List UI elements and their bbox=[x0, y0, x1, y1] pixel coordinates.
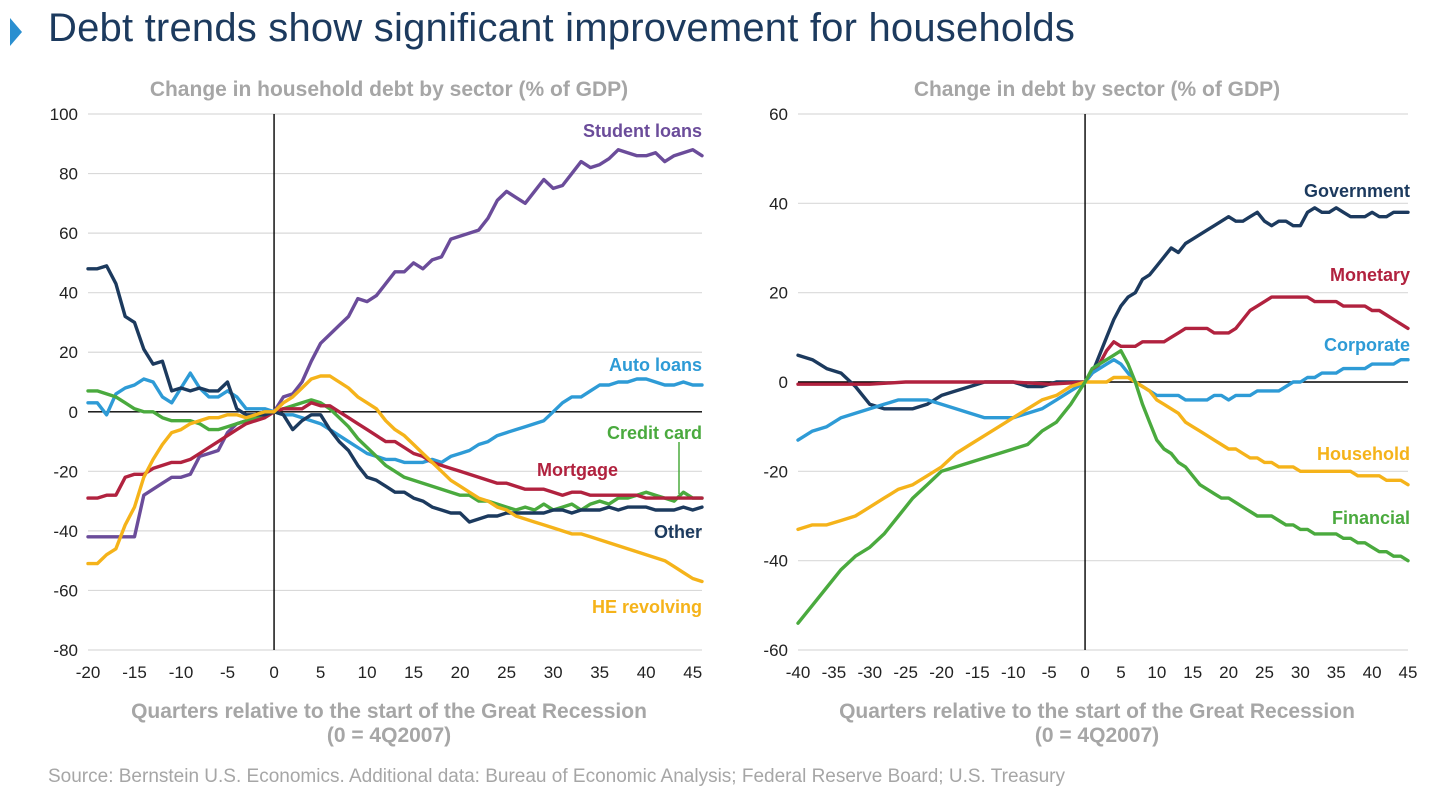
left-series-he-revolving bbox=[86, 374, 704, 584]
left-y-tick-label: 0 bbox=[69, 403, 78, 422]
left-x-tick-label: 40 bbox=[637, 663, 656, 682]
right-x-tick-label: 25 bbox=[1255, 663, 1274, 682]
right-x-tick-label: -30 bbox=[857, 663, 882, 682]
right-y-tick-label: 40 bbox=[769, 194, 788, 213]
left-series-credit-card bbox=[86, 389, 704, 512]
right-x-tick-label: 40 bbox=[1363, 663, 1382, 682]
right-x-tick-label: 30 bbox=[1291, 663, 1310, 682]
right-x-tick-label: -10 bbox=[1001, 663, 1026, 682]
header: Debt trends show significant improvement… bbox=[0, 0, 1456, 66]
left-chart-title: Change in household debt by sector (% of… bbox=[150, 78, 628, 101]
right-y-tick-label: -60 bbox=[763, 641, 788, 660]
left-label-other: Other bbox=[654, 522, 702, 542]
right-series-financial bbox=[796, 349, 1410, 625]
left-label-student-loans: Student loans bbox=[583, 121, 702, 141]
right-x-tick-label: 35 bbox=[1327, 663, 1346, 682]
right-x-tick-label: -25 bbox=[893, 663, 918, 682]
left-x-tick-label: 10 bbox=[358, 663, 377, 682]
left-label-auto-loans: Auto loans bbox=[609, 355, 702, 375]
title-marker-icon bbox=[10, 18, 22, 46]
right-chart-title: Change in debt by sector (% of GDP) bbox=[914, 78, 1280, 101]
right-y-tick-label: 0 bbox=[779, 373, 788, 392]
right-series-corporate bbox=[796, 358, 1410, 442]
right-x-tick-label: 10 bbox=[1147, 663, 1166, 682]
right-x-tick-label: -5 bbox=[1042, 663, 1057, 682]
left-label-mortgage: Mortgage bbox=[537, 460, 618, 480]
left-x-tick-label: 30 bbox=[544, 663, 563, 682]
right-label-household: Household bbox=[1317, 444, 1410, 464]
left-x-tick-label: 15 bbox=[404, 663, 423, 682]
right-x-tick-label: -15 bbox=[965, 663, 990, 682]
page-title: Debt trends show significant improvement… bbox=[48, 6, 1076, 50]
household-debt-chart: Change in household debt by sector (% of… bbox=[0, 70, 728, 765]
left-x-axis-title: Quarters relative to the start of the Gr… bbox=[131, 700, 647, 723]
right-x-axis-title: Quarters relative to the start of the Gr… bbox=[839, 700, 1355, 723]
right-x-tick-label: 0 bbox=[1080, 663, 1089, 682]
right-y-tick-label: 20 bbox=[769, 284, 788, 303]
right-y-tick-label: -40 bbox=[763, 552, 788, 571]
right-series-government bbox=[796, 206, 1410, 411]
right-x-tick-label: -20 bbox=[929, 663, 954, 682]
right-label-government: Government bbox=[1304, 181, 1410, 201]
left-y-tick-label: -40 bbox=[53, 522, 78, 541]
left-y-tick-label: -80 bbox=[53, 641, 78, 660]
right-series-monetary bbox=[796, 295, 1410, 386]
right-x-axis-subtitle: (0 = 4Q2007) bbox=[1035, 724, 1159, 747]
right-x-tick-label: 5 bbox=[1116, 663, 1125, 682]
source-note: Source: Bernstein U.S. Economics. Additi… bbox=[48, 766, 1065, 787]
right-y-tick-label: -20 bbox=[763, 462, 788, 481]
right-x-tick-label: 45 bbox=[1399, 663, 1418, 682]
right-x-tick-label: 15 bbox=[1183, 663, 1202, 682]
left-y-tick-label: -20 bbox=[53, 462, 78, 481]
household-debt-chart-svg: Change in household debt by sector (% of… bbox=[50, 78, 704, 747]
right-label-financial: Financial bbox=[1332, 508, 1410, 528]
left-x-tick-label: 5 bbox=[316, 663, 325, 682]
left-x-tick-label: 20 bbox=[451, 663, 470, 682]
left-series-other bbox=[86, 264, 704, 524]
left-series-mortgage bbox=[86, 401, 704, 500]
right-x-tick-label: -40 bbox=[786, 663, 811, 682]
left-x-axis-subtitle: (0 = 4Q2007) bbox=[327, 724, 451, 747]
left-x-tick-label: 0 bbox=[269, 663, 278, 682]
right-series-household bbox=[796, 375, 1410, 532]
right-label-corporate: Corporate bbox=[1324, 335, 1410, 355]
left-series-auto-loans bbox=[86, 371, 704, 465]
left-x-tick-label: -5 bbox=[220, 663, 235, 682]
left-x-tick-label: 35 bbox=[590, 663, 609, 682]
left-y-tick-label: 60 bbox=[59, 224, 78, 243]
left-x-tick-label: -20 bbox=[76, 663, 101, 682]
right-y-tick-label: 60 bbox=[769, 105, 788, 124]
sector-debt-chart-svg: Change in debt by sector (% of GDP) -60 -4… bbox=[763, 78, 1418, 747]
left-y-tick-label: -60 bbox=[53, 581, 78, 600]
right-label-monetary: Monetary bbox=[1330, 265, 1410, 285]
left-x-tick-label: -15 bbox=[122, 663, 147, 682]
sector-debt-chart: Change in debt by sector (% of GDP) -60 -4… bbox=[728, 70, 1456, 765]
right-x-tick-label: 20 bbox=[1219, 663, 1238, 682]
left-y-tick-label: 20 bbox=[59, 343, 78, 362]
right-x-tick-label: -35 bbox=[822, 663, 847, 682]
left-label-he-revolving: HE revolving bbox=[592, 597, 702, 617]
left-series-student-loans bbox=[86, 147, 704, 539]
left-y-tick-label: 80 bbox=[59, 165, 78, 184]
left-y-tick-label: 100 bbox=[50, 105, 78, 124]
left-x-tick-label: 25 bbox=[497, 663, 516, 682]
left-x-tick-label: -10 bbox=[169, 663, 194, 682]
left-y-tick-label: 40 bbox=[59, 284, 78, 303]
left-label-credit-card: Credit card bbox=[607, 423, 702, 443]
left-x-tick-label: 45 bbox=[683, 663, 702, 682]
